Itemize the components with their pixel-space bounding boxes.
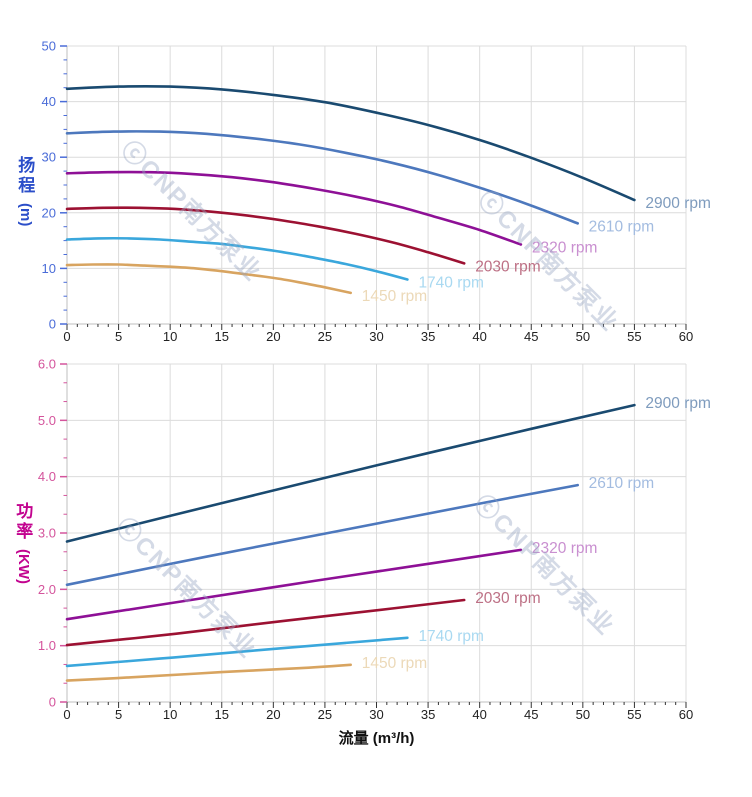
x-tick-label: 55 (627, 707, 641, 722)
y-tick-label: 30 (42, 150, 56, 165)
head-axis-unit: (m) (17, 203, 34, 227)
power-series-label-2030-rpm: 2030 rpm (475, 590, 540, 607)
head-curve-2320-rpm (65, 170, 523, 246)
head-axis-title-text: 扬程 (15, 156, 35, 196)
power-curve-2900-rpm (65, 403, 636, 543)
x-tick-label: 60 (679, 329, 693, 344)
power-curve-2030-rpm (65, 598, 466, 647)
head-curve-1740-rpm (65, 236, 409, 281)
y-tick-label: 5.0 (38, 413, 56, 428)
x-tick-label: 15 (215, 707, 229, 722)
y-tick-label: 40 (42, 94, 56, 109)
power-curve-1450-rpm (65, 663, 352, 682)
y-tick-label: 6.0 (38, 357, 56, 372)
head-curve-2030-rpm (65, 206, 466, 265)
x-tick-label: 5 (115, 329, 122, 344)
flow-axis-title: 流量 (m³/h) (338, 730, 415, 747)
y-tick-label: 1.0 (38, 638, 56, 653)
x-tick-label: 50 (576, 329, 590, 344)
power-axis-unit: (KW) (15, 549, 32, 584)
head-curve-1450-rpm (65, 263, 352, 295)
x-tick-label: 5 (115, 707, 122, 722)
head-series-label-1450-rpm: 1450 rpm (362, 288, 427, 305)
y-tick-label: 2.0 (38, 582, 56, 597)
x-tick-label: 50 (576, 707, 590, 722)
power-axis-title: 功率 (KW) (12, 502, 33, 584)
power-series-label-2320-rpm: 2320 rpm (532, 540, 597, 557)
head-curve-2610-rpm (65, 130, 579, 225)
head-series-label-2610-rpm: 2610 rpm (589, 218, 654, 235)
power-curve-2610-rpm (65, 483, 579, 587)
head-series-label-1740-rpm: 1740 rpm (418, 275, 483, 292)
x-tick-label: 10 (163, 707, 177, 722)
head-axis-title: 扬程 (m) (14, 156, 35, 226)
power-curve-2320-rpm (65, 548, 523, 621)
x-tick-label: 20 (266, 329, 280, 344)
power-axis-title-text: 功率 (13, 502, 33, 542)
x-tick-label: 25 (318, 329, 332, 344)
x-tick-label: 0 (63, 707, 70, 722)
x-tick-label: 55 (627, 329, 641, 344)
y-tick-label: 0 (49, 317, 56, 332)
y-tick-label: 10 (42, 261, 56, 276)
x-tick-label: 45 (524, 329, 538, 344)
power-series-label-1450-rpm: 1450 rpm (362, 655, 427, 672)
x-tick-label: 45 (524, 707, 538, 722)
x-tick-label: 40 (472, 707, 486, 722)
x-tick-label: 15 (215, 329, 229, 344)
y-tick-label: 20 (42, 205, 56, 220)
x-tick-label: 0 (63, 329, 70, 344)
x-tick-label: 30 (369, 329, 383, 344)
x-tick-label: 60 (679, 707, 693, 722)
head-curve-2900-rpm (65, 84, 636, 202)
power-curve-1740-rpm (65, 636, 409, 668)
x-tick-label: 20 (266, 707, 280, 722)
power-series-label-2610-rpm: 2610 rpm (589, 475, 654, 492)
y-tick-label: 0 (49, 695, 56, 710)
head-series-label-2900-rpm: 2900 rpm (645, 195, 710, 212)
power-series-label-2900-rpm: 2900 rpm (645, 395, 710, 412)
y-tick-label: 3.0 (38, 526, 56, 541)
x-tick-label: 40 (472, 329, 486, 344)
x-tick-label: 30 (369, 707, 383, 722)
x-tick-label: 25 (318, 707, 332, 722)
power-series-label-1740-rpm: 1740 rpm (418, 628, 483, 645)
head-series-label-2030-rpm: 2030 rpm (475, 258, 540, 275)
x-tick-label: 35 (421, 707, 435, 722)
x-tick-label: 10 (163, 329, 177, 344)
y-tick-label: 4.0 (38, 469, 56, 484)
x-tick-label: 35 (421, 329, 435, 344)
head-series-label-2320-rpm: 2320 rpm (532, 239, 597, 256)
y-tick-label: 50 (42, 39, 56, 54)
